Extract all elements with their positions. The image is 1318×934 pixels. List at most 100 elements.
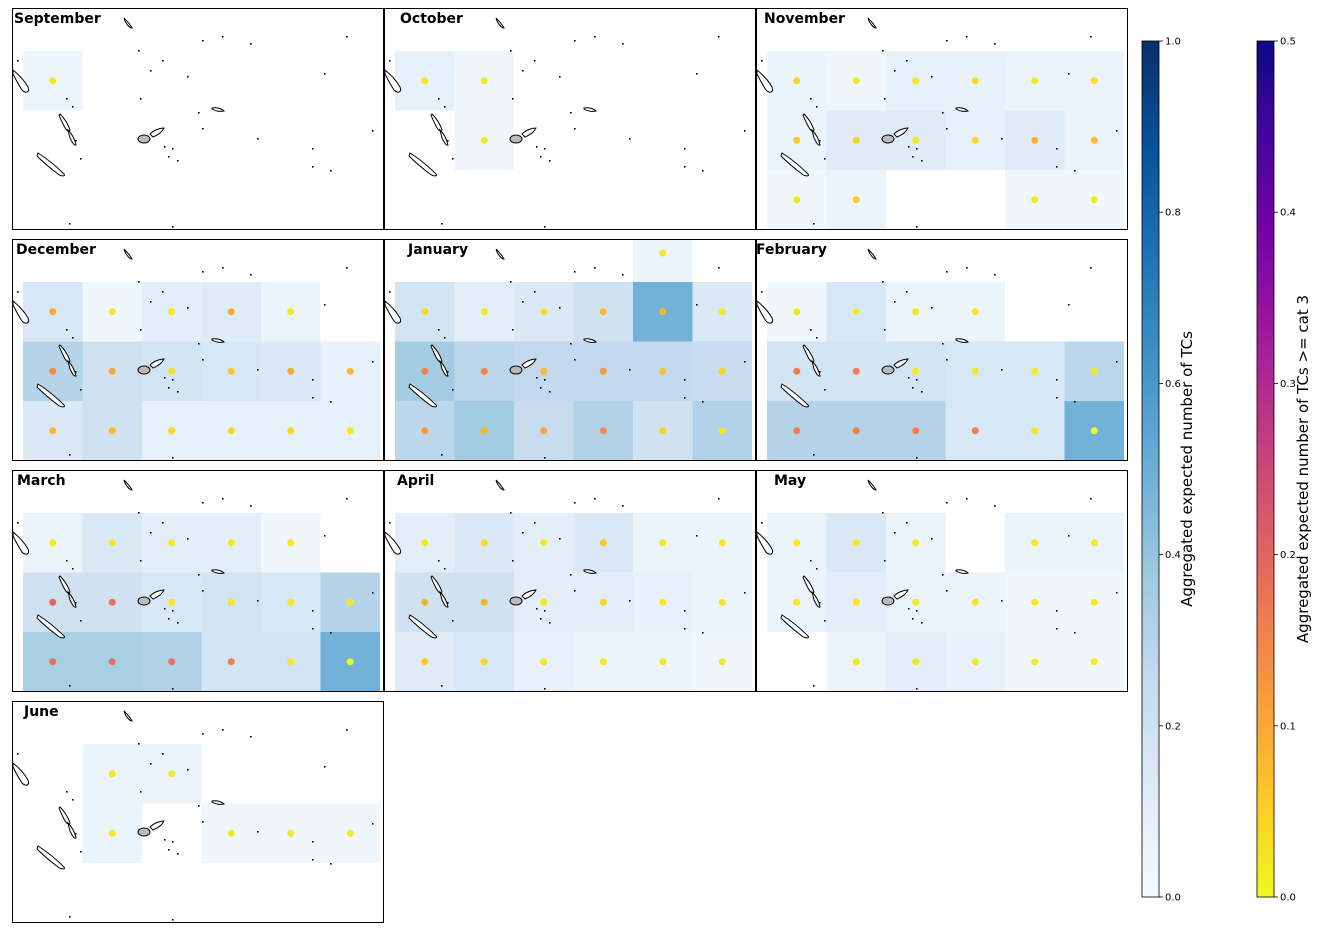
islet-dot [761, 60, 763, 62]
islet-dot [69, 916, 71, 918]
islet-dot [761, 291, 763, 293]
islet-dot [824, 158, 826, 160]
islet-dot [942, 112, 944, 114]
islet-dot [312, 859, 314, 861]
islet-dot [559, 307, 561, 309]
cat3-marker [912, 77, 920, 85]
islet-dot [138, 743, 140, 745]
cat3-marker [793, 367, 801, 375]
cat3-marker [227, 539, 235, 547]
islet-dot [559, 538, 561, 540]
islet-dot [164, 608, 166, 610]
islet-dot [312, 379, 314, 381]
islet-dot [187, 76, 189, 78]
islet-dot [72, 106, 74, 108]
islet-dot [312, 397, 314, 399]
islet-dot [222, 267, 224, 269]
islet-dot [684, 148, 686, 150]
islet-dot [198, 112, 200, 114]
islet-dot [150, 532, 152, 534]
colorbar-tick-label: 0.2 [1165, 721, 1181, 732]
cat3-marker [971, 136, 979, 144]
islet-dot [622, 43, 624, 45]
islet-dot [544, 457, 546, 459]
islet-dot [908, 146, 910, 148]
islet-dot [819, 140, 821, 142]
islet-dot [884, 98, 886, 100]
cat3-marker [168, 427, 176, 435]
island-shape [495, 479, 505, 491]
islet-dot [819, 371, 821, 373]
islet-dot [75, 371, 77, 373]
panel-background [12, 8, 384, 230]
islet-dot [202, 590, 204, 592]
islet-dot [187, 538, 189, 540]
islet-dot [72, 568, 74, 570]
island-shape [58, 575, 71, 594]
cat3-marker [852, 77, 860, 85]
island-shape [802, 344, 815, 363]
island-shape [756, 530, 773, 555]
islet-dot [177, 391, 179, 393]
islet-dot [80, 158, 82, 160]
islet-dot [312, 628, 314, 630]
islet-dot [536, 377, 538, 379]
islet-dot [761, 522, 763, 524]
islet-dot [75, 833, 77, 835]
islet-dot [66, 791, 68, 793]
islet-dot [622, 274, 624, 276]
islet-dot [942, 574, 944, 576]
cat3-marker [971, 367, 979, 375]
island-shape [211, 569, 225, 574]
island-shape [756, 299, 773, 324]
islet-dot [324, 766, 326, 768]
island-shape [780, 383, 809, 408]
islet-dot [250, 43, 252, 45]
islet-dot [744, 361, 746, 363]
islet-dot [17, 522, 19, 524]
cat3-marker [287, 658, 295, 666]
cat3-marker [971, 77, 979, 85]
islet-dot [946, 40, 948, 42]
panel-frame [12, 470, 384, 692]
cat3-marker [49, 367, 57, 375]
islet-dot [540, 618, 542, 620]
islet-dot [908, 608, 910, 610]
islet-dot [718, 36, 720, 38]
island-shape [583, 107, 597, 112]
island-shape [955, 338, 969, 343]
cat3-marker [168, 539, 176, 547]
colorbar-cat3: 0.0 0.1 0.2 0.3 0.4 0.5 Aggregated expected nu… [1256, 37, 1312, 904]
panel-title: April [397, 473, 434, 489]
cat3-marker [852, 658, 860, 666]
island-shape [955, 107, 969, 112]
islet-dot [1056, 379, 1058, 381]
island-shape [123, 479, 133, 491]
cat3-marker [659, 598, 667, 606]
panel-content [756, 8, 1128, 230]
island-shape [756, 68, 773, 93]
island-shape [521, 358, 537, 369]
panel-june: June [12, 701, 384, 923]
panel-content [384, 239, 756, 461]
island-shape [802, 113, 815, 132]
island-shape [123, 17, 133, 29]
islet-dot [168, 618, 170, 620]
islet-dot [931, 307, 933, 309]
colorbar-tick-label: 1.0 [1165, 37, 1181, 48]
islet-dot [1056, 628, 1058, 630]
cat3-marker [852, 598, 860, 606]
islet-dot [916, 148, 918, 150]
cat3-marker [1031, 598, 1039, 606]
islet-dot [452, 620, 454, 622]
islet-dot [168, 156, 170, 158]
islet-dot [544, 148, 546, 150]
island-shape [384, 299, 401, 324]
cat3-marker [480, 77, 488, 85]
island-shape [36, 383, 65, 408]
islet-dot [372, 130, 374, 132]
islet-dot [452, 158, 454, 160]
cat3-marker [718, 598, 726, 606]
panel-content [12, 701, 384, 923]
